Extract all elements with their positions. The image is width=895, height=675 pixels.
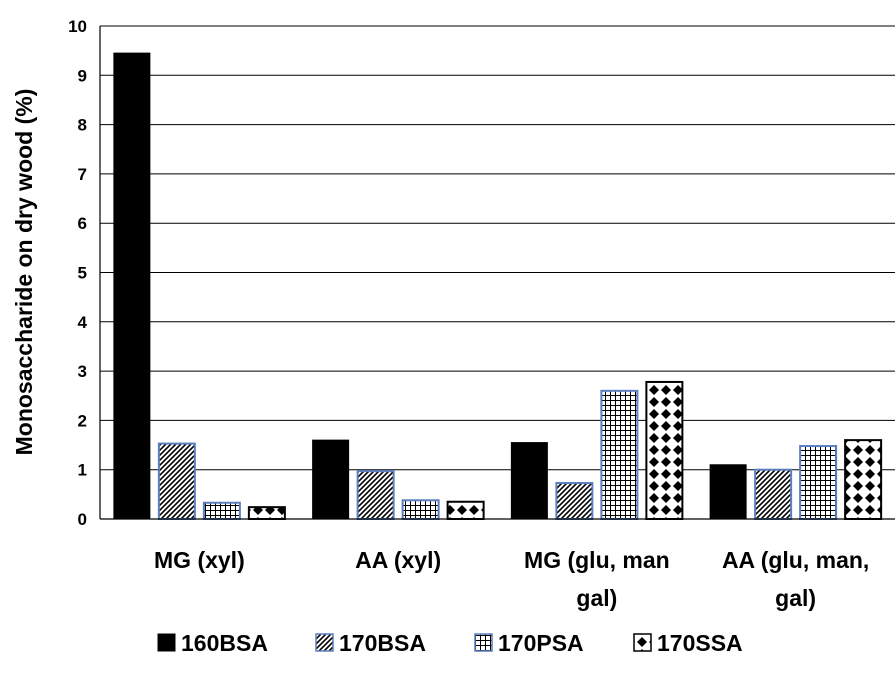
legend-swatch-170SSA [633, 633, 652, 652]
y-tick-label: 9 [78, 66, 87, 85]
axes [99, 26, 895, 520]
bar-160BSA-0 [113, 52, 151, 520]
bar-170PSA-2 [600, 389, 639, 520]
y-tick-label: 0 [78, 510, 87, 529]
y-tick-label: 1 [78, 461, 87, 480]
category-labels: MG (xyl) AA (xyl) MG (glu, man gal) AA (glu,… [154, 547, 869, 611]
bar-170BSA-2 [555, 482, 594, 520]
y-tick-label: 10 [68, 17, 87, 36]
x-category-label: AA (glu, man, [722, 547, 869, 573]
legend-label-170PSA: 170PSA [498, 630, 584, 656]
x-category-label: MG (glu, man [524, 547, 670, 573]
bar-170SSA-3 [844, 439, 883, 520]
bar-170BSA-0 [157, 442, 196, 521]
bar-160BSA-2 [510, 442, 548, 520]
y-tick-label: 5 [78, 264, 87, 283]
bar-170BSA-1 [356, 470, 395, 520]
bar-170SSA-2 [645, 380, 684, 521]
bars [113, 52, 883, 521]
y-tick-label: 4 [78, 313, 88, 332]
y-tick-label: 2 [78, 411, 87, 430]
legend: 160BSA 170BSA 170PSA 170SSA [157, 630, 743, 656]
legend-swatch-170BSA [315, 633, 334, 652]
y-axis-label: Monosaccharide on dry wood (%) [11, 89, 37, 456]
y-tick-label: 7 [78, 165, 87, 184]
bar-170PSA-0 [202, 501, 241, 520]
x-category-label: gal) [576, 585, 617, 611]
legend-label-170BSA: 170BSA [339, 630, 426, 656]
x-category-label: gal) [775, 585, 816, 611]
y-tick-labels: 0 1 2 3 4 5 6 7 8 9 10 [68, 17, 87, 529]
bar-170PSA-1 [401, 499, 440, 520]
x-category-label: AA (xyl) [355, 547, 441, 573]
bar-170SSA-1 [446, 500, 485, 520]
legend-swatch-160BSA [157, 633, 176, 652]
gridlines [100, 25, 895, 471]
x-category-label: MG (xyl) [154, 547, 245, 573]
bar-160BSA-1 [312, 439, 350, 520]
legend-label-160BSA: 160BSA [181, 630, 268, 656]
y-tick-label: 3 [78, 362, 87, 381]
bar-170BSA-3 [754, 468, 793, 521]
y-tick-label: 6 [78, 214, 87, 233]
bar-170SSA-0 [247, 506, 286, 520]
y-tick-label: 8 [78, 116, 87, 135]
legend-label-170SSA: 170SSA [657, 630, 743, 656]
bar-170PSA-3 [799, 445, 838, 521]
legend-swatch-170PSA [474, 633, 493, 652]
bar-160BSA-3 [709, 464, 747, 520]
